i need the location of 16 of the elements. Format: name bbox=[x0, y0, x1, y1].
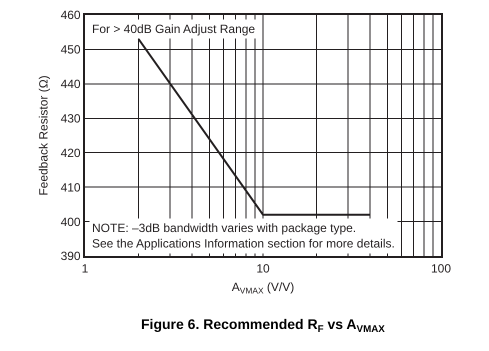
y-tick-label: 410 bbox=[60, 180, 81, 194]
y-tick-label: 440 bbox=[60, 77, 81, 92]
y-tick-label: 390 bbox=[60, 249, 81, 264]
y-tick-label: 400 bbox=[60, 214, 81, 229]
y-tick-label: 420 bbox=[60, 146, 81, 160]
annotation: NOTE: –3dB bandwidth varies with package type. See the Applications Information section for more details. bbox=[92, 221, 395, 251]
text: Figure 6. Recommended R$_{F}$ vs A$_{VMAX}$ bbox=[141, 316, 386, 335]
x-tick-label: 100 bbox=[430, 261, 452, 276]
x-axis-title: A$_{VMAX}$ (V/V) bbox=[232, 280, 294, 296]
annotation: For > 40dB Gain Adjust Range bbox=[92, 22, 256, 36]
x-tick-label: 1 bbox=[82, 261, 89, 276]
x-tick-label: 10 bbox=[256, 261, 270, 276]
y-tick-label: 460 bbox=[60, 8, 81, 22]
y-tick-label: 450 bbox=[60, 42, 81, 57]
y-axis-title: Feedback Resistor (Ω) bbox=[36, 75, 50, 196]
y-tick-label: 430 bbox=[60, 111, 81, 126]
